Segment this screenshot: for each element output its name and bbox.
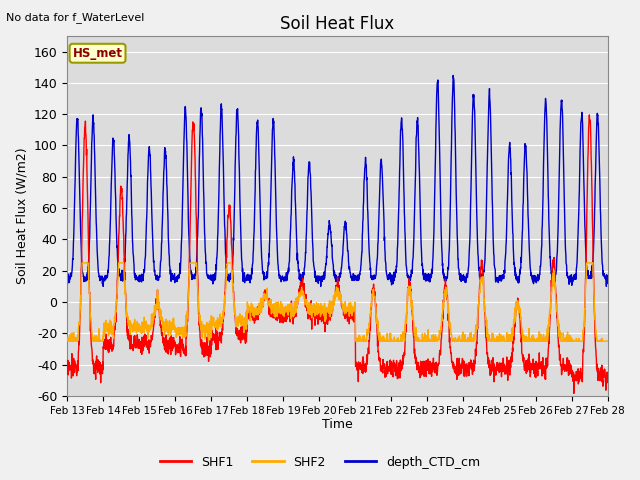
- Text: HS_met: HS_met: [72, 47, 122, 60]
- Text: No data for f_WaterLevel: No data for f_WaterLevel: [6, 12, 145, 23]
- Legend: SHF1, SHF2, depth_CTD_cm: SHF1, SHF2, depth_CTD_cm: [155, 451, 485, 474]
- Y-axis label: Soil Heat Flux (W/m2): Soil Heat Flux (W/m2): [15, 148, 28, 284]
- Title: Soil Heat Flux: Soil Heat Flux: [280, 15, 394, 33]
- X-axis label: Time: Time: [322, 419, 353, 432]
